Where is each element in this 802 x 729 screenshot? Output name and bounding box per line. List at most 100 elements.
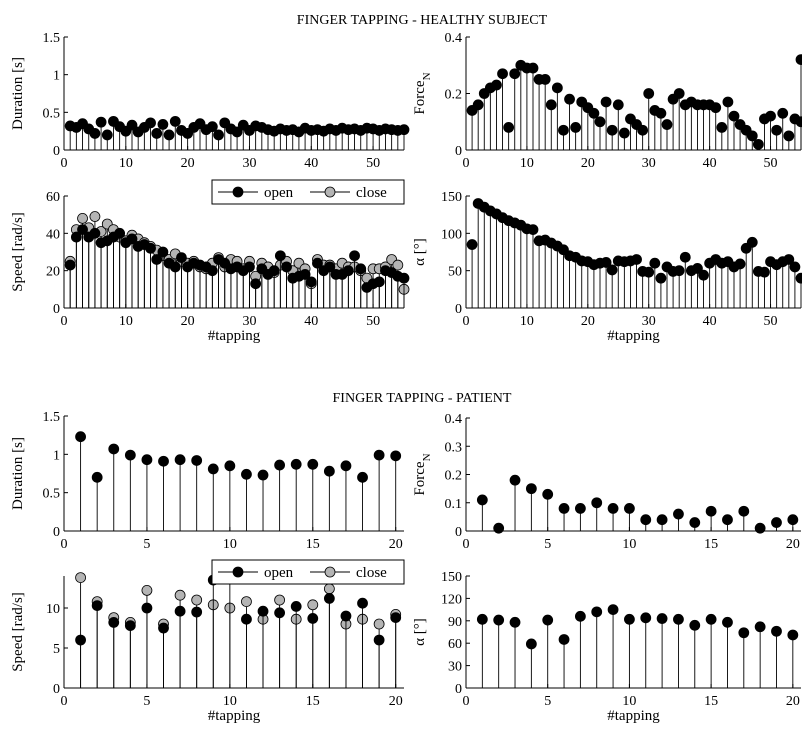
healthy-speed-open-marker (70, 231, 82, 243)
patient-alpha-ytick-label: 30 (448, 660, 462, 675)
patient-force-xtick-label: 0 (463, 537, 470, 552)
patient-speed-xtick-label: 5 (143, 694, 150, 709)
healthy-force-open-marker (716, 122, 728, 133)
healthy-alpha-ytick-label: 100 (441, 227, 462, 242)
healthy-speed-xtick-label: 20 (181, 314, 195, 329)
patient-duration-xtick-label: 5 (143, 537, 150, 552)
healthy-duration-open-marker (151, 128, 163, 139)
patient-speed-open-marker (91, 600, 103, 611)
healthy-force-open-marker (771, 124, 783, 136)
healthy-alpha-xtick-label: 10 (520, 314, 534, 329)
healthy-force-open-marker (746, 130, 758, 142)
patient-duration-ytick-label: 0.5 (43, 487, 61, 502)
patient-duration-open-marker (108, 443, 120, 455)
healthy-force-open-marker (655, 107, 667, 119)
patient-alpha-ytick-label: 60 (448, 637, 462, 652)
patient-alpha-xtick-label: 10 (622, 694, 636, 709)
patient-force-open-marker (607, 502, 619, 514)
healthy-speed-open-marker (274, 250, 286, 262)
healthy-duration-xtick-label: 30 (242, 156, 256, 171)
healthy-duration-ytick-label: 1 (53, 69, 60, 84)
healthy-force-open-marker (752, 138, 764, 150)
patient-alpha-ytick-label: 90 (448, 615, 462, 630)
healthy-force-ylabel-sub: N (421, 72, 433, 80)
patient-alpha-open-marker (558, 634, 570, 645)
patient-alpha-open-marker (705, 613, 717, 625)
healthy-force-open-marker (588, 107, 600, 119)
patient-alpha-open-marker (591, 606, 603, 618)
patient-force-open-marker (525, 483, 537, 495)
patient-speed-xlabel: #tapping (208, 708, 261, 724)
healthy-force-open-marker (527, 62, 539, 74)
patient-speed-open-marker (241, 613, 252, 625)
healthy-speed-open-marker (176, 252, 187, 264)
patient-alpha-open-marker (722, 616, 733, 628)
patient-speed-ytick-label: 10 (46, 602, 60, 617)
patient-duration-open-marker (357, 471, 368, 483)
healthy-speed-legend-close-label: close (356, 185, 387, 201)
healthy-force-ytick-label: 0.4 (445, 31, 463, 46)
patient-speed-close-marker (241, 596, 252, 607)
healthy-speed-legend-box (211, 179, 405, 205)
patient-speed-legend-close-marker (324, 566, 336, 578)
patient-alpha-open-marker (624, 613, 635, 625)
patient-speed-open-marker (158, 622, 169, 634)
patient-alpha-open-marker (656, 613, 668, 624)
healthy-force-ylabel: ForceN (412, 72, 433, 114)
healthy-speed-open-marker (145, 242, 156, 254)
patient-speed-open-marker (274, 607, 286, 619)
patient-duration-open-marker (207, 463, 219, 475)
healthy-speed-open-marker (398, 272, 410, 284)
patient-speed-open-marker (124, 620, 136, 631)
healthy-speed-open-marker (324, 261, 336, 273)
patient-force-open-marker (705, 505, 717, 517)
healthy-speed-open-marker (312, 257, 323, 269)
healthy-speed-open-marker (151, 254, 163, 265)
patient-duration-xtick-label: 10 (223, 537, 237, 552)
patient-alpha-open-marker (689, 619, 701, 631)
healthy-alpha-open-marker (795, 272, 802, 284)
healthy-force-open-marker (618, 127, 630, 139)
patient-force-ytick-label: 0.1 (445, 497, 463, 512)
healthy-force-open-marker (545, 99, 557, 111)
healthy-force-open-marker (637, 124, 649, 136)
healthy-speed-open-marker (281, 261, 292, 273)
patient-force-open-marker (558, 502, 570, 514)
healthy-alpha-open-marker (649, 257, 661, 269)
patient-alpha-ytick-label: 0 (455, 682, 462, 697)
healthy-force-open-marker (551, 82, 563, 94)
patient-force-open-marker (591, 497, 603, 509)
healthy-duration-xtick-label: 10 (119, 156, 133, 171)
patient-speed-open-marker (323, 593, 335, 604)
healthy-speed-open-marker (126, 233, 138, 245)
patient-duration-open-marker (274, 459, 286, 471)
patient-duration-open-marker (141, 454, 153, 466)
healthy-duration-open-marker (398, 124, 410, 136)
patient-duration-open-marker (75, 431, 86, 443)
patient-alpha-open-marker (787, 629, 799, 641)
healthy-duration-open-marker (163, 129, 175, 141)
healthy-alpha-open-marker (789, 261, 801, 273)
healthy-alpha-ylabel: α [°] (412, 238, 428, 266)
healthy-duration-open-marker (95, 116, 107, 128)
patient-alpha-open-marker (673, 613, 684, 625)
healthy-force-open-marker (795, 54, 802, 65)
healthy-speed-legend-open-marker (232, 186, 244, 198)
patient-speed-open-marker (290, 601, 302, 612)
patient-duration-ytick-label: 1 (53, 448, 60, 463)
patient-force-open-marker (656, 514, 668, 526)
patient-alpha-xtick-label: 20 (786, 694, 800, 709)
healthy-speed-open-marker (244, 261, 255, 273)
healthy-speed-open-marker (114, 227, 126, 239)
patient-duration-ytick-label: 1.5 (43, 410, 61, 425)
healthy-duration-open-marker (101, 129, 113, 141)
healthy-speed-open-marker (89, 227, 101, 239)
patient-force-open-marker (640, 514, 652, 526)
healthy-duration-ytick-label: 1.5 (43, 31, 61, 46)
healthy-speed-ytick-label: 20 (46, 265, 60, 280)
healthy-duration-xtick-label: 50 (366, 156, 380, 171)
patient-duration-open-marker (340, 460, 352, 472)
healthy-force-panel: 0 0.2 0.4 0 10 20 30 40 50 ForceN (412, 31, 802, 171)
patient-alpha-open-marker (771, 625, 782, 637)
